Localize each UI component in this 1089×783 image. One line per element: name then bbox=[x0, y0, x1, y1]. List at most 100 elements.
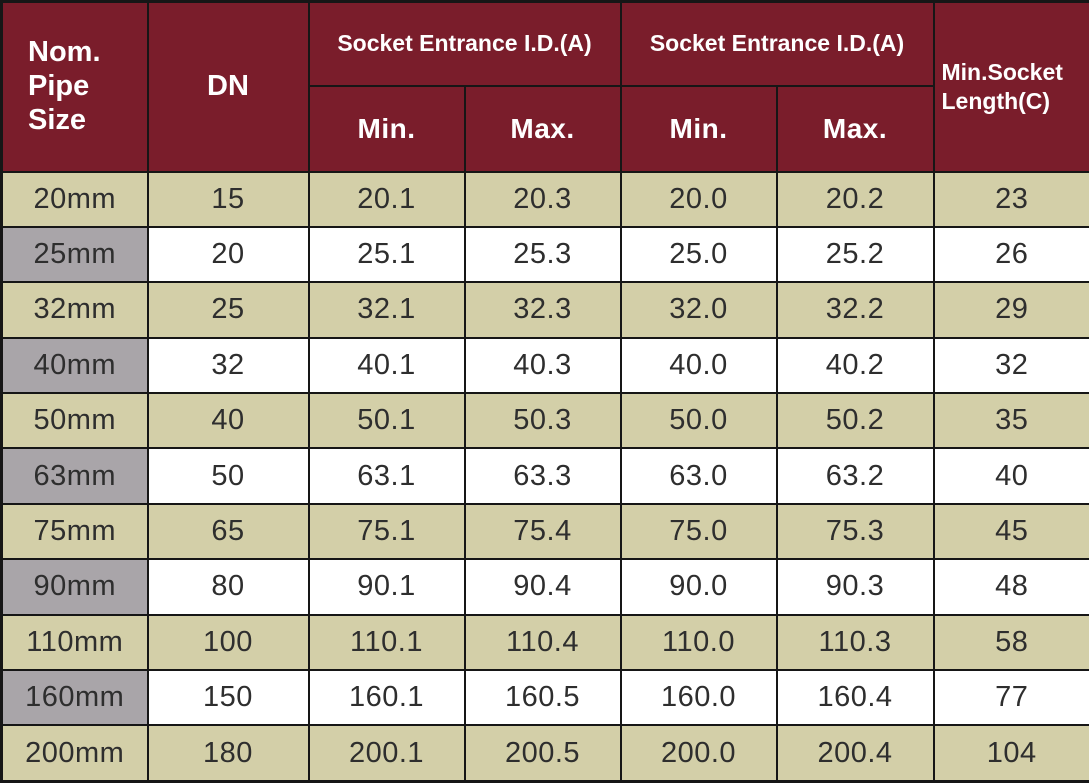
cell-entrance1-min: 90.1 bbox=[307, 558, 466, 616]
cell-min-socket-length: 58 bbox=[932, 613, 1089, 671]
cell-entrance1-max: 200.5 bbox=[463, 724, 622, 783]
header-row-subcolumns: Min. Max. Min. Max. bbox=[2, 84, 1089, 173]
cell-min-socket-length: 104 bbox=[932, 724, 1089, 783]
table-row: 160mm 150 160.1 160.5 160.0 160.4 77 bbox=[0, 668, 1089, 727]
cell-min-socket-length: 40 bbox=[932, 447, 1089, 505]
cell-entrance2-max: 32.2 bbox=[775, 281, 935, 339]
cell-entrance1-max: 75.4 bbox=[463, 502, 622, 561]
cell-min-socket-length: 45 bbox=[932, 502, 1089, 561]
cell-entrance2-max: 90.3 bbox=[775, 558, 935, 616]
cell-pipe-size: 32mm bbox=[0, 281, 149, 339]
cell-entrance2-max: 63.2 bbox=[775, 447, 935, 505]
cell-pipe-size: 200mm bbox=[0, 724, 149, 783]
cell-min-socket-length: 23 bbox=[932, 170, 1089, 228]
cell-min-socket-length: 77 bbox=[932, 668, 1089, 727]
cell-pipe-size: 90mm bbox=[0, 558, 149, 616]
cell-entrance1-min: 200.1 bbox=[307, 724, 466, 783]
cell-entrance1-max: 63.3 bbox=[463, 447, 622, 505]
subheader-max-1: Max. bbox=[463, 84, 622, 173]
cell-entrance2-min: 25.0 bbox=[619, 225, 778, 284]
header-row-groups: Nom. Pipe Size DN Socket Entrance I.D.(A… bbox=[0, 0, 1089, 173]
cell-pipe-size: 63mm bbox=[0, 447, 149, 505]
header-socket-entrance-group-1: Socket Entrance I.D.(A) bbox=[307, 0, 622, 87]
cell-entrance2-max: 40.2 bbox=[775, 336, 935, 395]
cell-entrance2-max: 200.4 bbox=[775, 724, 935, 783]
header-pipe-size: Nom. Pipe Size bbox=[0, 0, 149, 173]
table-row: 20mm 15 20.1 20.3 20.0 20.2 23 bbox=[0, 170, 1089, 228]
cell-entrance1-max: 50.3 bbox=[463, 391, 622, 450]
cell-min-socket-length: 29 bbox=[932, 281, 1089, 339]
cell-pipe-size: 75mm bbox=[0, 502, 149, 561]
cell-pipe-size: 40mm bbox=[0, 336, 149, 395]
cell-dn: 20 bbox=[146, 225, 310, 284]
table-row: 25mm 20 25.1 25.3 25.0 25.2 26 bbox=[0, 225, 1089, 284]
cell-dn: 50 bbox=[146, 447, 310, 505]
cell-entrance1-max: 110.4 bbox=[463, 613, 622, 671]
cell-dn: 100 bbox=[146, 613, 310, 671]
cell-entrance2-max: 75.3 bbox=[775, 502, 935, 561]
header-dn: DN bbox=[146, 0, 310, 173]
table-row: 110mm 100 110.1 110.4 110.0 110.3 58 bbox=[0, 613, 1089, 671]
cell-entrance1-min: 25.1 bbox=[307, 225, 466, 284]
cell-entrance2-max: 110.3 bbox=[775, 613, 935, 671]
cell-min-socket-length: 48 bbox=[932, 558, 1089, 616]
table-body: 20mm 15 20.1 20.3 20.0 20.2 23 25mm 20 2… bbox=[0, 170, 1089, 783]
cell-min-socket-length: 26 bbox=[932, 225, 1089, 284]
cell-entrance1-max: 160.5 bbox=[463, 668, 622, 727]
table-row: 63mm 50 63.1 63.3 63.0 63.2 40 bbox=[0, 447, 1089, 505]
cell-entrance1-min: 32.1 bbox=[307, 281, 466, 339]
cell-entrance2-max: 50.2 bbox=[775, 391, 935, 450]
cell-pipe-size: 160mm bbox=[0, 668, 149, 727]
table-row: 200mm 180 200.1 200.5 200.0 200.4 104 bbox=[0, 724, 1089, 783]
cell-entrance1-min: 20.1 bbox=[307, 170, 466, 228]
subheader-min-1: Min. bbox=[307, 84, 466, 173]
cell-pipe-size: 25mm bbox=[0, 225, 149, 284]
cell-entrance2-min: 50.0 bbox=[619, 391, 778, 450]
cell-entrance2-min: 75.0 bbox=[619, 502, 778, 561]
cell-entrance2-min: 110.0 bbox=[619, 613, 778, 671]
table-row: 90mm 80 90.1 90.4 90.0 90.3 48 bbox=[0, 558, 1089, 616]
cell-entrance2-max: 160.4 bbox=[775, 668, 935, 727]
cell-entrance1-max: 90.4 bbox=[463, 558, 622, 616]
cell-entrance1-min: 50.1 bbox=[307, 391, 466, 450]
cell-entrance2-min: 200.0 bbox=[619, 724, 778, 783]
table-row: 40mm 32 40.1 40.3 40.0 40.2 32 bbox=[0, 336, 1089, 395]
cell-dn: 65 bbox=[146, 502, 310, 561]
cell-dn: 15 bbox=[146, 170, 310, 228]
cell-pipe-size: 20mm bbox=[0, 170, 149, 228]
cell-entrance1-min: 63.1 bbox=[307, 447, 466, 505]
cell-entrance1-min: 110.1 bbox=[307, 613, 466, 671]
cell-entrance2-min: 63.0 bbox=[619, 447, 778, 505]
cell-entrance2-max: 20.2 bbox=[775, 170, 935, 228]
subheader-min-2: Min. bbox=[619, 84, 778, 173]
cell-min-socket-length: 32 bbox=[932, 336, 1089, 395]
cell-entrance1-min: 75.1 bbox=[307, 502, 466, 561]
cell-entrance2-min: 40.0 bbox=[619, 336, 778, 395]
table-header: Nom. Pipe Size DN Socket Entrance I.D.(A… bbox=[0, 0, 1089, 173]
header-socket-entrance-group-2: Socket Entrance I.D.(A) bbox=[619, 0, 935, 87]
cell-pipe-size: 50mm bbox=[0, 391, 149, 450]
cell-entrance2-min: 160.0 bbox=[619, 668, 778, 727]
cell-entrance2-max: 25.2 bbox=[775, 225, 935, 284]
cell-entrance1-min: 40.1 bbox=[307, 336, 466, 395]
cell-dn: 80 bbox=[146, 558, 310, 616]
cell-dn: 40 bbox=[146, 391, 310, 450]
header-min-socket-length: Min.Socket Length(C) bbox=[932, 0, 1089, 173]
cell-entrance1-min: 160.1 bbox=[307, 668, 466, 727]
cell-dn: 150 bbox=[146, 668, 310, 727]
cell-dn: 25 bbox=[146, 281, 310, 339]
subheader-max-2: Max. bbox=[775, 84, 935, 173]
table-row: 50mm 40 50.1 50.3 50.0 50.2 35 bbox=[0, 391, 1089, 450]
cell-entrance1-max: 25.3 bbox=[463, 225, 622, 284]
cell-entrance1-max: 20.3 bbox=[463, 170, 622, 228]
cell-entrance1-max: 40.3 bbox=[463, 336, 622, 395]
cell-dn: 180 bbox=[146, 724, 310, 783]
cell-entrance1-max: 32.3 bbox=[463, 281, 622, 339]
cell-dn: 32 bbox=[146, 336, 310, 395]
cell-min-socket-length: 35 bbox=[932, 391, 1089, 450]
table-row: 32mm 25 32.1 32.3 32.0 32.2 29 bbox=[0, 281, 1089, 339]
cell-pipe-size: 110mm bbox=[0, 613, 149, 671]
cell-entrance2-min: 32.0 bbox=[619, 281, 778, 339]
cell-entrance2-min: 20.0 bbox=[619, 170, 778, 228]
